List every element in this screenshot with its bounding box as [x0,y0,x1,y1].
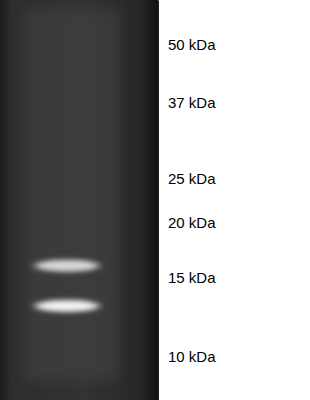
tick-label: 20 kDa [168,214,216,231]
axis-line [158,1,159,400]
tick: 10 kDa [158,348,216,365]
figure: 10 kDa 15 kDa 20 kDa 25 kDa 37 kDa 50 kDa [0,0,310,400]
plot-area [25,10,120,380]
band [35,260,99,272]
band [35,300,99,312]
tick-label: 37 kDa [168,94,216,111]
tick: 25 kDa [158,170,216,187]
tick-label: 10 kDa [168,348,216,365]
tick: 50 kDa [158,36,216,53]
tick: 37 kDa [158,94,216,111]
tick-label: 50 kDa [168,36,216,53]
tick-label: 25 kDa [168,170,216,187]
y-axis: 10 kDa 15 kDa 20 kDa 25 kDa 37 kDa 50 kDa [158,1,216,400]
tick: 20 kDa [158,214,216,231]
tick: 15 kDa [158,269,216,286]
smear [25,10,120,380]
tick-label: 15 kDa [168,269,216,286]
gel-lane [0,0,158,400]
